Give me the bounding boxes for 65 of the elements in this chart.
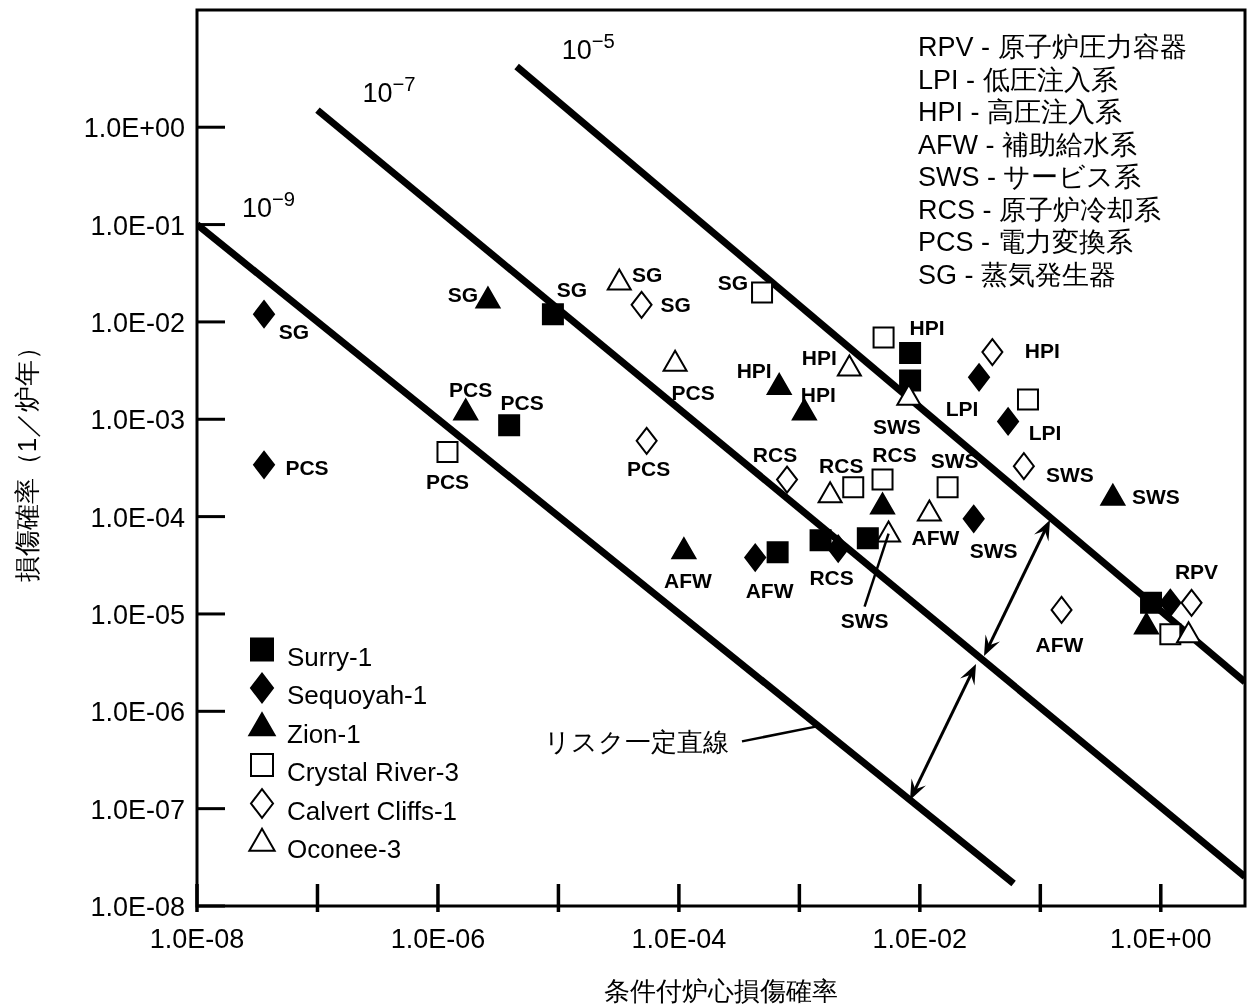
annotation: PCS	[285, 456, 329, 480]
annotation: SWS	[840, 609, 889, 633]
annotation: RCS - 原子炉冷却系	[918, 194, 1161, 225]
annotation: HPI	[909, 315, 945, 339]
legend-label: Zion-1	[287, 718, 361, 749]
annotation: HPI	[801, 346, 837, 370]
annotation: AFW	[911, 526, 960, 550]
x-tick-label: 1.0E-02	[872, 924, 968, 954]
y-tick-label: 1.0E-04	[90, 502, 185, 533]
annotation: PCS	[449, 378, 493, 402]
y-tick-label: 1.0E-06	[90, 697, 185, 728]
annotation: HPI	[800, 383, 836, 407]
annotation: SWS	[1131, 485, 1180, 509]
annotation: SG	[556, 277, 588, 301]
x-tick-label: 1.0E-06	[390, 924, 486, 954]
y-tick-label: 1.0E-08	[90, 892, 185, 922]
annotation: AFW	[663, 568, 712, 592]
y-tick-label: 1.0E-01	[90, 210, 185, 241]
annotation: PCS	[500, 390, 544, 414]
annotation: SG	[717, 271, 749, 295]
annotation: PCS - 電力変換系	[918, 227, 1133, 257]
y-tick-label: 1.0E+00	[83, 113, 185, 144]
legend-label: Calvert Cliffs-1	[287, 795, 458, 826]
annotation: HPI - 高圧注入系	[918, 97, 1123, 127]
annotation: PCS	[627, 457, 671, 481]
y-tick-label: 1.0E-03	[90, 405, 185, 436]
annotation: RCS	[752, 443, 798, 467]
annotation: AFW - 補助給水系	[918, 129, 1137, 160]
y-tick-label: 1.0E-07	[90, 794, 185, 825]
y-axis-title: 損傷確率（1／炉年）	[12, 333, 42, 583]
annotation: RCS	[809, 565, 854, 589]
x-tick-label: 1.0E+00	[1110, 924, 1212, 954]
annotation: RPV - 原子炉圧力容器	[918, 32, 1187, 62]
annotation: HPI	[1024, 338, 1060, 362]
annotation: SWS	[930, 448, 979, 472]
annotation: PCS	[671, 381, 715, 405]
legend-label: Oconee-3	[287, 834, 402, 864]
annotation: SWS - サービス系	[918, 162, 1142, 192]
annotation: RCS	[872, 443, 917, 467]
x-tick-label: 1.0E-04	[631, 924, 727, 954]
annotation: RPV	[1174, 560, 1219, 584]
legend-label: Sequoyah-1	[287, 680, 428, 710]
y-tick-label: 1.0E-05	[90, 599, 185, 630]
annotation: SWS	[872, 415, 921, 439]
annotation: RCS	[819, 453, 864, 477]
annotation: LPI	[1028, 420, 1062, 444]
annotation: SG - 蒸気発生器	[918, 259, 1117, 290]
annotation: SG	[278, 319, 310, 343]
annotation: HPI	[736, 359, 772, 383]
annotation: LPI - 低圧注入系	[918, 64, 1118, 95]
annotation: SWS	[969, 539, 1018, 563]
legend-label: Crystal River-3	[287, 757, 459, 787]
annotation: SG	[447, 283, 479, 307]
x-tick-label: 1.0E-08	[149, 924, 245, 954]
annotation: SWS	[1045, 462, 1094, 486]
annotation: PCS	[425, 469, 470, 493]
annotation: SG	[660, 293, 691, 317]
annotation: リスク一定直線	[544, 726, 730, 757]
annotation: SG	[632, 263, 663, 287]
y-tick-label: 1.0E-02	[90, 307, 185, 338]
legend-label: Surry-1	[287, 641, 373, 672]
x-axis-title: 条件付炉心損傷確率	[604, 976, 838, 1006]
annotation: AFW	[745, 578, 794, 602]
annotation: AFW	[1035, 633, 1084, 657]
annotation: LPI	[945, 396, 979, 420]
